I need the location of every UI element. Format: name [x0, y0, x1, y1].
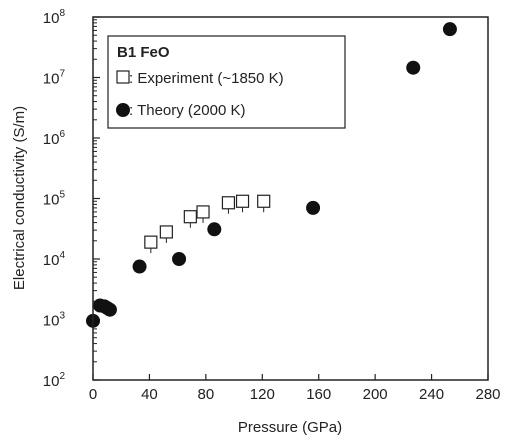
- legend: B1 FeO □ : Experiment (~1850 K) ● : Theo…: [107, 35, 346, 129]
- y-tick-label: 108: [43, 8, 66, 27]
- y-axis-title: Electrical conductivity (S/m): [11, 106, 28, 290]
- legend-title: B1 FeO: [117, 44, 170, 61]
- x-tick-label: 80: [198, 386, 215, 403]
- legend-label-theory: : Theory (2000 K): [129, 102, 245, 119]
- experiment-point: [144, 235, 158, 249]
- legend-label-experiment: : Experiment (~1850 K): [129, 70, 284, 87]
- x-tick-label: 160: [306, 386, 331, 403]
- y-tick-label: 104: [43, 250, 66, 269]
- y-tick-label: 107: [43, 69, 66, 88]
- theory-point: [132, 259, 147, 274]
- x-tick-label: 240: [419, 386, 444, 403]
- experiment-point: [196, 205, 210, 219]
- y-tick-label: 105: [43, 190, 66, 209]
- x-tick-label: 40: [141, 386, 158, 403]
- data-points: [86, 22, 457, 328]
- y-tick-label: 102: [43, 371, 66, 390]
- theory-point: [172, 252, 187, 266]
- experiment-point: [257, 194, 271, 208]
- theory-point: [442, 22, 457, 37]
- experiment-point: [221, 196, 236, 210]
- theory-point: [406, 60, 421, 75]
- y-tick-label: 106: [43, 129, 66, 148]
- x-tick-label: 120: [250, 386, 275, 403]
- experiment-point: [235, 194, 250, 208]
- experiment-point: [183, 210, 197, 224]
- legend-marker-experiment: [116, 70, 130, 84]
- x-tick-label: 200: [363, 386, 388, 403]
- x-tick-label: 280: [475, 386, 500, 403]
- experiment-point: [159, 225, 173, 239]
- y-tick-label: 103: [43, 311, 66, 330]
- x-axis-title: Pressure (GPa): [238, 419, 342, 436]
- legend-marker-theory: [116, 103, 130, 117]
- plot-frame: [92, 16, 489, 381]
- theory-point: [306, 200, 321, 215]
- axis-ticks: 0 40 80 120 160 200 240 280 102 103 104 105 106 107 10…: [43, 8, 501, 403]
- theory-point: [102, 302, 117, 317]
- theory-point: [207, 222, 222, 237]
- x-tick-label: 0: [89, 386, 97, 403]
- legend-box: [107, 35, 346, 129]
